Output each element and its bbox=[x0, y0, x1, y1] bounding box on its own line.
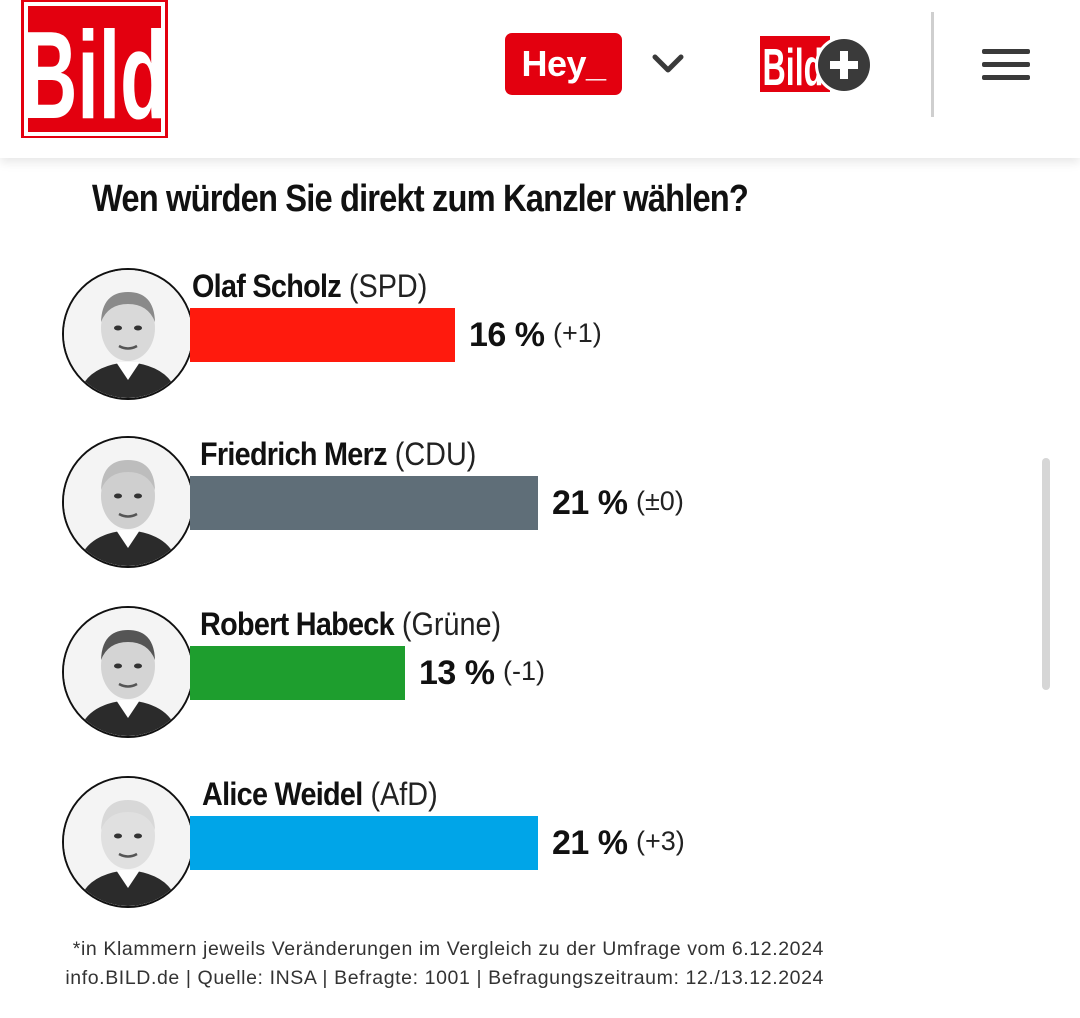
percent-label: 21 % bbox=[552, 484, 628, 522]
candidate-party: (SPD) bbox=[348, 268, 428, 304]
candidate-row-scholz: Olaf Scholz (SPD) 16 % (+1) bbox=[0, 268, 1080, 408]
bar-weidel bbox=[190, 816, 538, 870]
hey-button[interactable]: Hey_ bbox=[505, 33, 622, 95]
change-label: (±0) bbox=[636, 486, 684, 516]
scrollbar[interactable] bbox=[1042, 458, 1050, 690]
candidate-label: Alice Weidel (AfD) bbox=[202, 776, 438, 813]
candidate-name: Friedrich Merz bbox=[200, 436, 387, 472]
bar-merz bbox=[190, 476, 538, 530]
candidate-row-weidel: Alice Weidel (AfD) 21 % (+3) bbox=[0, 776, 1080, 916]
bild-logo-text: Bild bbox=[22, 6, 167, 138]
bildplus-logo-text: Bild bbox=[762, 39, 823, 96]
bar-scholz bbox=[190, 308, 455, 362]
footnote-changes: *in Klammern jeweils Veränderungen im Ve… bbox=[72, 938, 824, 960]
header-divider bbox=[931, 12, 934, 117]
candidate-portrait-scholz bbox=[62, 268, 194, 400]
bild-logo[interactable]: Bild bbox=[21, 0, 168, 138]
site-header: Bild Hey_ Bild bbox=[0, 0, 1080, 158]
candidate-row-habeck: Robert Habeck (Grüne) 13 % (-1) bbox=[0, 606, 1080, 746]
percent-label: 13 % bbox=[419, 654, 495, 692]
hamburger-menu-icon[interactable] bbox=[982, 44, 1032, 84]
bildplus-logo: Bild bbox=[760, 36, 873, 97]
candidate-name: Robert Habeck bbox=[200, 606, 395, 642]
candidate-portrait-habeck bbox=[62, 606, 194, 738]
change-label: (-1) bbox=[503, 656, 545, 686]
change-label: (+3) bbox=[636, 826, 685, 856]
bar-habeck bbox=[190, 646, 405, 700]
candidate-party: (Grüne) bbox=[401, 606, 502, 642]
candidate-label: Friedrich Merz (CDU) bbox=[200, 436, 476, 473]
candidate-portrait-weidel bbox=[62, 776, 194, 908]
candidate-name: Alice Weidel bbox=[202, 776, 363, 812]
candidate-portrait-merz bbox=[62, 436, 194, 568]
candidate-party: (AfD) bbox=[370, 776, 438, 812]
candidate-label: Olaf Scholz (SPD) bbox=[192, 268, 427, 305]
bild-logo-mark: Bild bbox=[21, 0, 168, 138]
bildplus-button[interactable]: Bild bbox=[760, 34, 876, 97]
candidate-label: Robert Habeck (Grüne) bbox=[200, 606, 501, 643]
hey-button-label: Hey_ bbox=[521, 43, 606, 84]
percent-label: 21 % bbox=[552, 824, 628, 862]
poll-title: Wen würden Sie direkt zum Kanzler wählen… bbox=[92, 178, 749, 220]
candidate-row-merz: Friedrich Merz (CDU) 21 % (±0) bbox=[0, 436, 1080, 576]
footnote-source: info.BILD.de | Quelle: INSA | Befragte: … bbox=[65, 967, 824, 989]
change-label: (+1) bbox=[553, 318, 602, 348]
percent-label: 16 % bbox=[469, 316, 545, 354]
candidate-party: (CDU) bbox=[394, 436, 477, 472]
chevron-down-icon[interactable] bbox=[646, 44, 690, 84]
candidate-name: Olaf Scholz bbox=[192, 268, 342, 304]
